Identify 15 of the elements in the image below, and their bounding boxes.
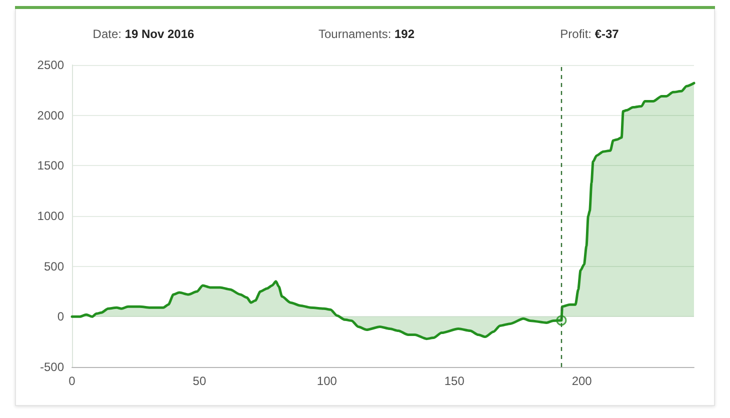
x-tick-label: 150 <box>444 374 465 388</box>
x-tick-label: 200 <box>572 374 592 388</box>
y-tick-label: 0 <box>57 310 64 324</box>
y-tick-label: 1500 <box>37 158 64 173</box>
text: Tournaments: 192 <box>317 27 416 41</box>
x-tick-label: 50 <box>192 374 206 388</box>
y-tick-label: -500 <box>40 360 64 374</box>
x-tick-label: 0 <box>68 374 76 388</box>
y-tick-label: 1000 <box>37 209 64 223</box>
text: Profit: €-37 <box>559 27 620 41</box>
y-tick-label: 2000 <box>37 108 64 122</box>
x-tick-label: 100 <box>316 374 338 388</box>
y-tick-label: 500 <box>44 259 64 274</box>
y-tick-label: 2500 <box>37 58 64 72</box>
text: Date: 19 Nov 2016 <box>92 27 196 41</box>
